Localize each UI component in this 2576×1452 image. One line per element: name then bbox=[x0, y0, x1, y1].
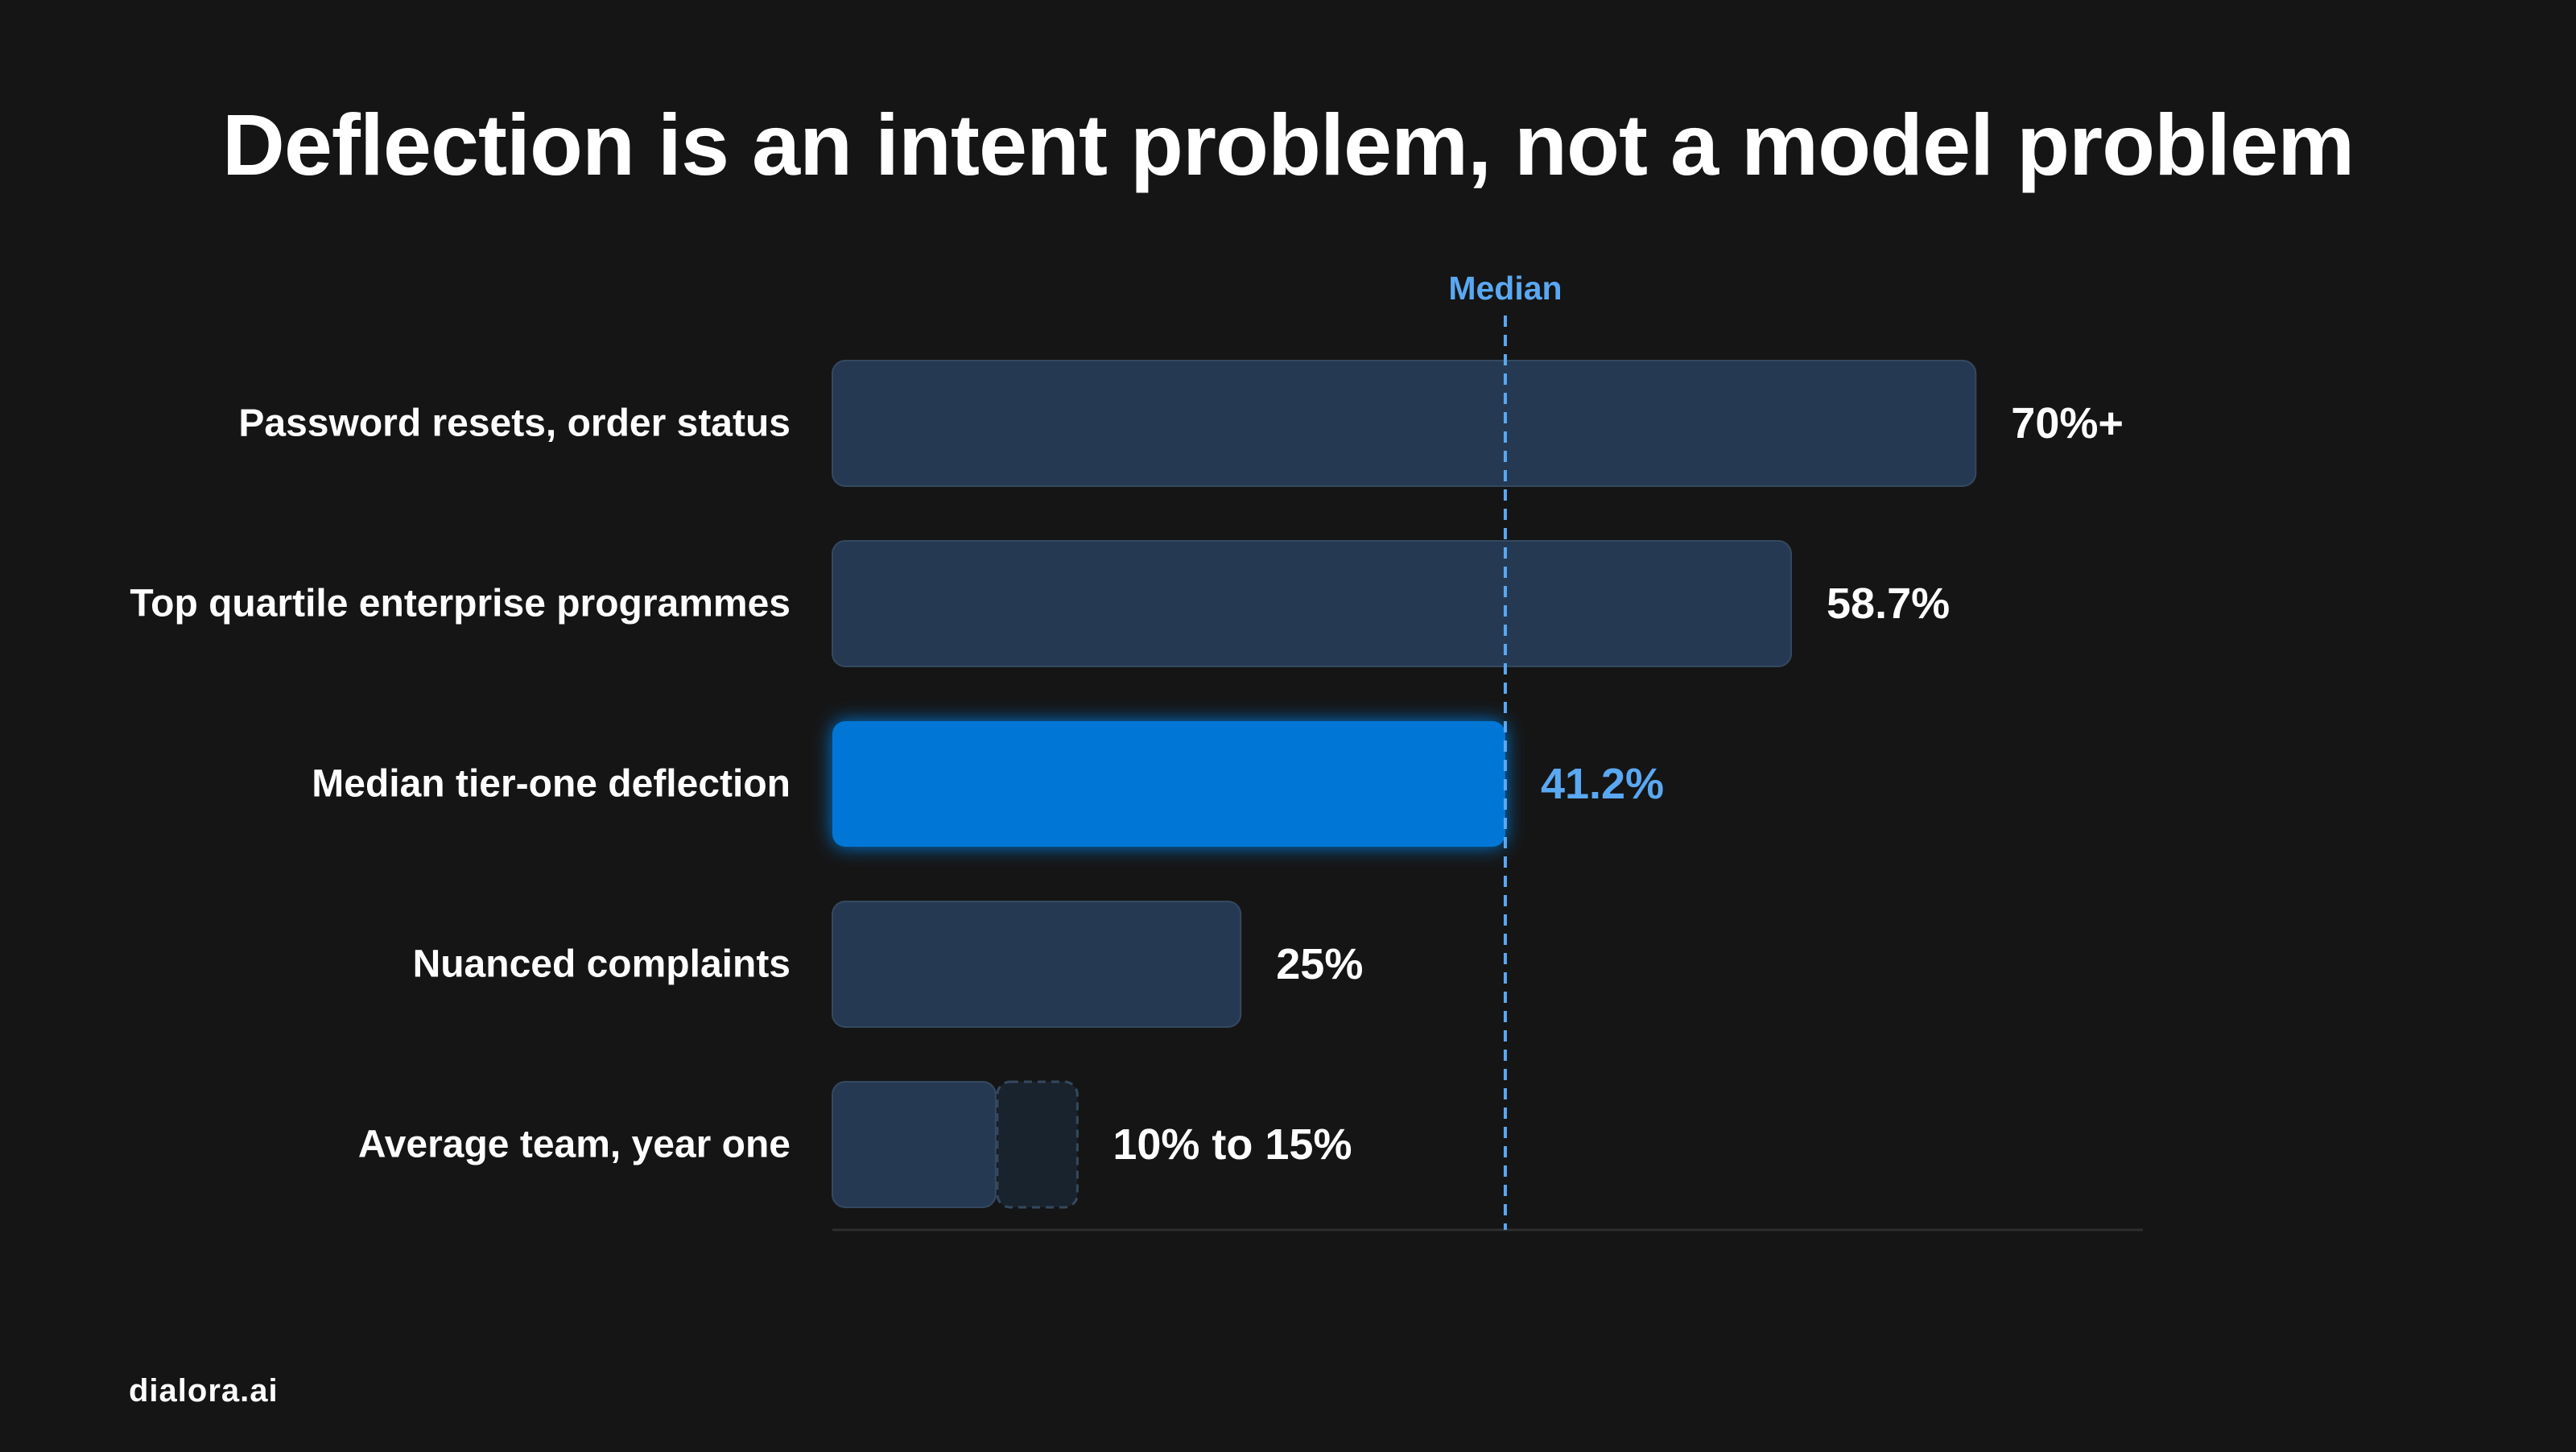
value-label: 41.2% bbox=[1541, 760, 1664, 808]
median-label: Median bbox=[1448, 270, 1562, 307]
value-label: 58.7% bbox=[1827, 580, 1950, 628]
category-label: Nuanced complaints bbox=[413, 943, 791, 986]
value-label: 70%+ bbox=[2011, 399, 2124, 448]
category-label: Top quartile enterprise programmes bbox=[130, 583, 791, 625]
bars-layer bbox=[832, 360, 2143, 1231]
chart-title: Deflection is an intent problem, not a m… bbox=[221, 96, 2355, 193]
value-label: 10% to 15% bbox=[1113, 1120, 1352, 1169]
labels-layer: Password resets, order status 70%+ Top qua… bbox=[130, 270, 2124, 1169]
bar bbox=[832, 360, 1977, 487]
brand-logo-text: dialora.ai bbox=[129, 1373, 279, 1409]
bar-range-extension bbox=[996, 1080, 1079, 1209]
bar bbox=[832, 721, 1505, 847]
bar bbox=[832, 901, 1242, 1028]
bar bbox=[832, 1081, 997, 1208]
category-label: Password resets, order status bbox=[238, 402, 791, 445]
category-label: Average team, year one bbox=[358, 1124, 791, 1166]
value-label: 25% bbox=[1276, 940, 1363, 988]
bar bbox=[832, 540, 1793, 667]
category-label: Median tier-one deflection bbox=[312, 763, 791, 806]
